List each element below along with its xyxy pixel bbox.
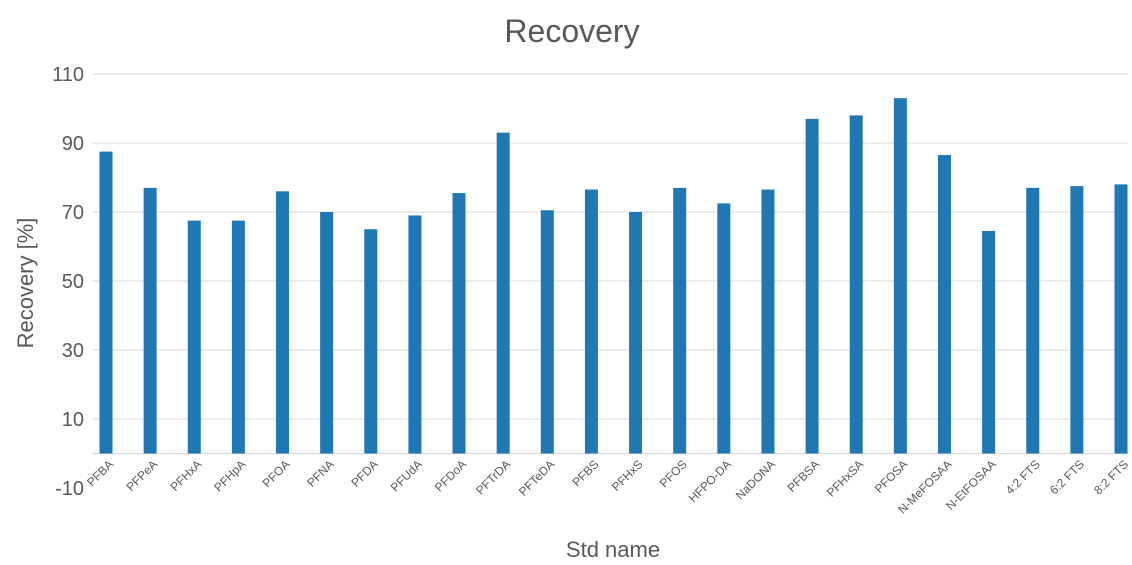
- y-tick-label: 70: [62, 202, 84, 224]
- x-tick-label: PFDoA: [432, 457, 469, 494]
- x-tick-label: PFBA: [84, 457, 116, 489]
- x-tick-label: NaDONA: [733, 457, 778, 502]
- x-tick-label: PFHxS: [609, 457, 646, 494]
- x-tick-label: PFPeA: [123, 457, 160, 494]
- bar-6-2-fts: [1070, 186, 1084, 454]
- y-tick-label: 50: [62, 271, 84, 293]
- bar-pfdoa: [452, 193, 466, 454]
- bar-hfpo-da: [717, 203, 731, 454]
- bar-n-mefosaa: [937, 155, 951, 454]
- x-tick-label: 8:2 FTS: [1091, 457, 1131, 497]
- x-tick-label: PFHxA: [168, 457, 205, 494]
- chart-title: Recovery: [504, 13, 639, 49]
- x-tick-label: PFTeDA: [516, 457, 557, 498]
- x-tick-label: PFTrDA: [473, 457, 513, 497]
- bar-nadona: [761, 189, 775, 454]
- bar-pfoa: [276, 191, 290, 454]
- bar-8-2-fts: [1114, 184, 1128, 454]
- gridlines: [92, 73, 1128, 455]
- bar-pfhpa: [231, 220, 245, 454]
- bar-pfos: [673, 187, 687, 454]
- bar-n-etfosaa: [982, 230, 996, 454]
- y-tick-label: 110: [52, 64, 84, 86]
- x-tick-label: PFBSA: [784, 457, 822, 495]
- x-tick-label: 6:2 FTS: [1047, 457, 1087, 497]
- bar-pfhxa: [187, 220, 201, 454]
- y-axis-title: Recovery [%]: [13, 218, 38, 349]
- bar-pftrda: [496, 132, 510, 454]
- x-tick-label: PFOA: [260, 457, 293, 490]
- bar-pfpea: [143, 187, 157, 454]
- bar-pfhxs: [629, 212, 643, 454]
- x-tick-label: PFNA: [304, 457, 337, 490]
- bar-pfbsa: [805, 118, 819, 454]
- bar-pfda: [364, 229, 378, 454]
- bar-pfteda: [540, 210, 554, 454]
- bar-pfna: [320, 212, 334, 454]
- x-tick-labels: PFBA PFPeA PFHxA PFHpA PFOA PFNA PFDA PFUdA PFDo…: [84, 457, 1131, 516]
- x-tick-label: HFPO-DA: [686, 457, 734, 505]
- y-tick-label: 90: [62, 133, 84, 155]
- x-tick-label: PFOS: [657, 457, 690, 490]
- y-tick-label: 30: [62, 340, 84, 362]
- bar-pfosa: [893, 98, 907, 454]
- x-tick-label: PFBS: [569, 457, 601, 489]
- x-tick-label: PFHxSA: [824, 457, 866, 499]
- bar-pfhxsa: [849, 115, 863, 454]
- y-tick-label: -10: [55, 478, 84, 500]
- x-tick-label: PFUdA: [388, 457, 425, 494]
- x-axis-title: Std name: [566, 537, 660, 562]
- y-tick-label: 10: [62, 409, 84, 431]
- x-tick-label: 4:2 FTS: [1003, 457, 1043, 497]
- x-tick-label: PFHpA: [211, 457, 248, 494]
- y-tick-labels: -10 10 30 50 70 90 110: [52, 64, 84, 500]
- bar-pfbs: [584, 189, 598, 454]
- x-tick-label: PFOSA: [872, 457, 911, 496]
- bar-pfba: [99, 151, 113, 454]
- bar-4-2-fts: [1026, 187, 1040, 454]
- bars: [99, 98, 1128, 454]
- x-tick-label: PFDA: [348, 457, 381, 490]
- bar-pfuda: [408, 215, 422, 454]
